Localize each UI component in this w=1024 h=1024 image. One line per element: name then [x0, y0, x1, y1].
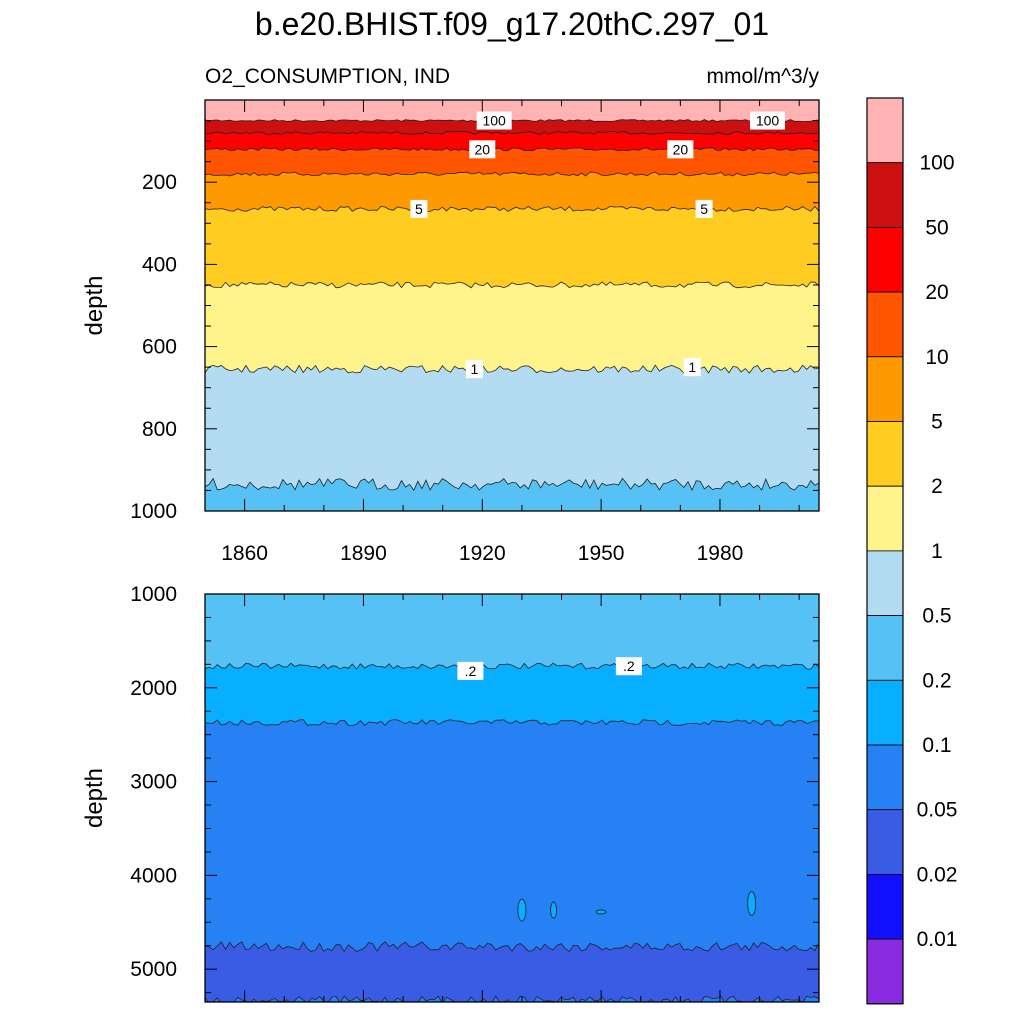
colorbar-swatch: [866, 485, 904, 552]
colorbar-swatch: [866, 291, 904, 358]
y-tick-label: 200: [142, 171, 177, 194]
colorbar-swatch: [866, 744, 904, 811]
contour-line: [205, 477, 819, 492]
contour-band: [205, 996, 819, 1002]
y-axis-label: depth: [81, 768, 108, 828]
y-tick-label: 2000: [130, 677, 177, 700]
lower-panel: 1000 2000 3000 4000 5000 depth .2 .2: [81, 583, 820, 1003]
colorbar-swatch: [866, 874, 904, 940]
y-tick-label: 3000: [130, 771, 177, 794]
colorbar-swatch: [866, 162, 904, 228]
x-tick-label: 1950: [578, 542, 625, 565]
colorbar-tick-label: 0.5: [922, 605, 951, 628]
contour-band: [205, 478, 819, 511]
colorbar-swatch: [866, 97, 904, 164]
contour-line: [205, 995, 819, 1002]
colorbar-swatch: [866, 356, 904, 422]
contour-label: 100: [482, 113, 506, 129]
colorbar-tick-label: 0.1: [922, 734, 951, 757]
contour-label-box: [695, 199, 713, 218]
contour-label: .2: [465, 663, 477, 679]
contour-band: [205, 365, 819, 511]
y-axis-label: depth: [81, 275, 108, 335]
y-tick-label: 800: [142, 418, 177, 441]
upper-panel: 200 400 600 800 1000 depth 100 100 20 20 5 5 1 1 1860 1…: [81, 99, 820, 565]
chart-title: b.e20.BHIST.f09_g17.20thC.297_01: [255, 6, 769, 42]
colorbar-swatch: [866, 679, 904, 746]
contour-blob: [747, 891, 757, 916]
variable-label: O2_CONSUMPTION, IND: [205, 65, 450, 88]
contour-blob: [595, 909, 607, 915]
x-tick-label: 1860: [221, 542, 268, 565]
contour-line: [205, 205, 819, 212]
colorbar-tick-label: 0.2: [922, 669, 951, 692]
y-tick-label: 1000: [130, 583, 177, 606]
contour-label: 5: [415, 201, 423, 217]
contour-label: .2: [623, 658, 635, 674]
x-tick-label: 1980: [697, 542, 744, 565]
contour-label-box: [750, 111, 786, 130]
contour-line: [205, 662, 819, 670]
plot-frame: [204, 593, 820, 1003]
y-tick-label: 400: [142, 253, 177, 276]
y-tick-label: 1000: [130, 500, 177, 523]
colorbar: 100 50 20 10 5 2 1 0.5 0.2 0.1 0.05 0.02 0.01: [866, 97, 958, 1005]
colorbar-frame: [866, 97, 904, 1005]
colorbar-tick-label: 1: [931, 540, 943, 563]
contour-line: [205, 941, 819, 953]
contour-label: 100: [756, 113, 780, 129]
contour-label-box: [667, 140, 694, 159]
y-tick-label: 600: [142, 336, 177, 359]
colorbar-tick-label: 10: [925, 346, 948, 369]
contour-label-box: [410, 199, 428, 218]
contour-label: 20: [475, 141, 491, 157]
colorbar-tick-label: 20: [925, 281, 948, 304]
y-tick-label: 4000: [130, 864, 177, 887]
contour-line: [205, 364, 819, 374]
contour-band: [205, 941, 819, 1002]
contour-label-box: [476, 111, 512, 130]
colorbar-tick-label: 5: [931, 411, 943, 434]
contour-line: [205, 281, 819, 289]
colorbar-swatch: [866, 550, 904, 617]
contour-blob: [550, 901, 557, 919]
colorbar-swatch: [866, 809, 904, 875]
colorbar-tick-label: 0.02: [917, 863, 958, 886]
colorbar-tick-label: 50: [925, 216, 948, 239]
contour-label-box: [469, 140, 496, 159]
colorbar-tick-label: 0.01: [917, 928, 958, 951]
y-tick-label: 5000: [130, 958, 177, 981]
contour-line: [205, 130, 819, 135]
contour-blob: [517, 898, 527, 922]
colorbar-swatch: [866, 421, 904, 487]
colorbar-tick-label: 0.05: [917, 799, 958, 822]
x-tick-label: 1920: [459, 542, 506, 565]
colorbar-swatch: [866, 615, 904, 681]
contour-label-box: [465, 360, 483, 379]
contour-label: 20: [673, 141, 689, 157]
contour-line: [205, 147, 819, 152]
x-tick-label: 1890: [340, 542, 387, 565]
contour-label-box: [615, 657, 642, 676]
contour-label: 5: [700, 201, 708, 217]
contour-label: 1: [688, 359, 696, 375]
contour-line: [205, 119, 819, 122]
colorbar-swatch: [866, 938, 904, 1005]
contour-label-box: [683, 358, 701, 377]
contour-band: [205, 719, 819, 1002]
colorbar-swatch: [866, 226, 904, 293]
contour-label: 1: [470, 361, 478, 377]
contour-label-box: [457, 661, 484, 680]
colorbar-tick-label: 2: [931, 475, 943, 498]
contour-line: [205, 719, 819, 726]
colorbar-tick-label: 100: [919, 152, 954, 175]
contour-line: [205, 171, 819, 177]
units-label: mmol/m^3/y: [706, 65, 819, 88]
